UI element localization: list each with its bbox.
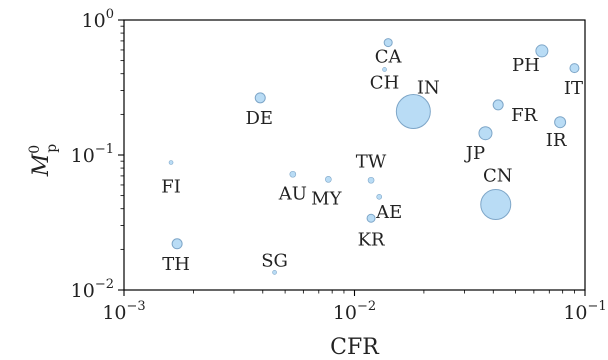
point-label-ca: CA bbox=[375, 47, 403, 68]
point-my bbox=[325, 176, 332, 183]
point-label-tw: TW bbox=[356, 151, 387, 172]
point-label-th: TH bbox=[162, 254, 190, 275]
y-axis-label-sup: 0 bbox=[27, 145, 43, 154]
point-au bbox=[289, 170, 297, 178]
point-sg bbox=[272, 270, 277, 275]
point-label-ch: CH bbox=[370, 72, 399, 93]
y-tick-label: 10−1 bbox=[71, 142, 114, 167]
point-label-au: AU bbox=[278, 183, 307, 204]
y-axis-label-base: M bbox=[29, 153, 54, 177]
point-ir bbox=[554, 116, 567, 129]
point-label-kr: KR bbox=[358, 229, 385, 250]
y-tick-label: 10−2 bbox=[71, 277, 114, 302]
point-label-fr: FR bbox=[511, 105, 537, 126]
point-ch bbox=[382, 67, 387, 72]
point-label-it: IT bbox=[564, 78, 583, 99]
point-ph bbox=[535, 44, 549, 58]
x-tick-label: 10−3 bbox=[102, 299, 145, 324]
point-fr bbox=[492, 99, 504, 111]
point-cn bbox=[480, 188, 512, 220]
point-in bbox=[395, 94, 431, 130]
point-label-my: MY bbox=[311, 188, 342, 209]
x-axis-label: CFR bbox=[330, 335, 380, 360]
point-it bbox=[569, 63, 580, 74]
point-label-jp: JP bbox=[464, 143, 485, 164]
y-axis-label: M0p bbox=[27, 144, 60, 177]
point-tw bbox=[367, 176, 375, 184]
point-jp bbox=[478, 126, 493, 141]
x-tick-label: 10−1 bbox=[563, 299, 606, 324]
point-de bbox=[254, 92, 266, 104]
point-ae bbox=[376, 194, 383, 200]
point-ca bbox=[383, 38, 393, 48]
x-tick-label: 10−2 bbox=[333, 299, 376, 324]
points-layer bbox=[168, 38, 580, 275]
point-label-ph: PH bbox=[512, 55, 540, 76]
point-kr bbox=[366, 213, 376, 223]
point-label-ae: AE bbox=[375, 202, 402, 223]
point-label-cn: CN bbox=[483, 165, 513, 186]
point-label-ir: IR bbox=[546, 130, 567, 151]
point-labels-layer: CA CH IN PH IT FR IR JP DE FI AU MY TW AE KR CN TH SG bbox=[161, 47, 583, 275]
point-label-de: DE bbox=[245, 108, 273, 129]
point-fi bbox=[168, 160, 174, 165]
y-tick-label: 100 bbox=[82, 7, 114, 32]
point-label-fi: FI bbox=[161, 176, 181, 197]
y-axis-label-sub: p bbox=[44, 144, 60, 153]
point-label-sg: SG bbox=[261, 250, 288, 271]
point-label-in: IN bbox=[417, 78, 440, 99]
point-th bbox=[171, 238, 183, 250]
